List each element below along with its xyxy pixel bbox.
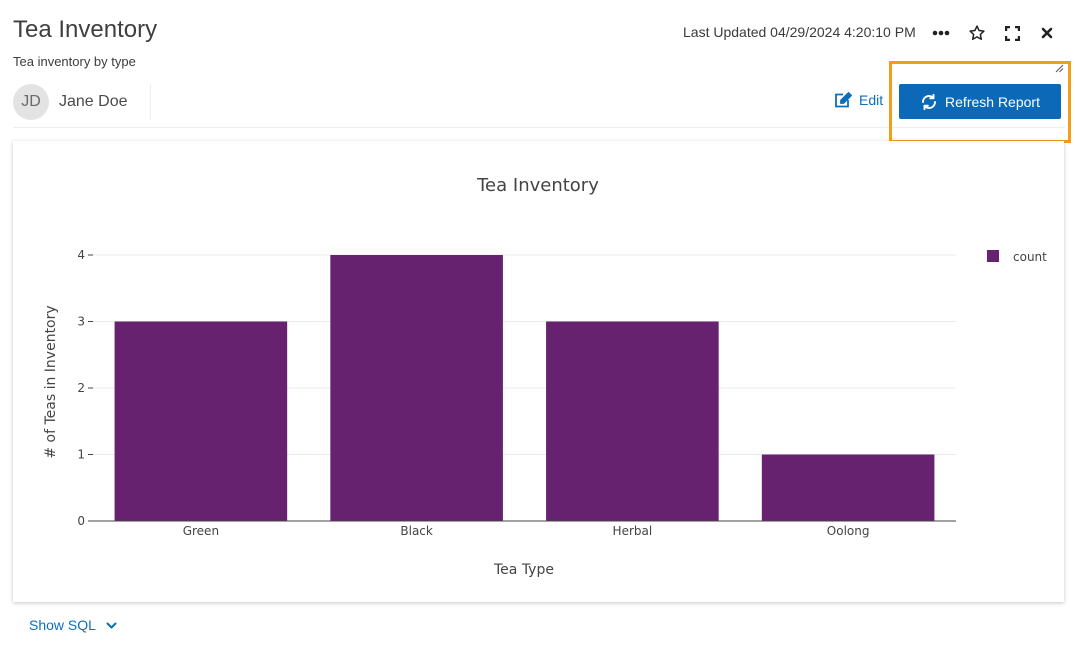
x-tick-label: Oolong xyxy=(827,524,870,538)
edit-label: Edit xyxy=(859,92,884,108)
x-tick-label: Green xyxy=(183,524,219,538)
bar-black[interactable] xyxy=(330,255,503,521)
more-horizontal-icon[interactable] xyxy=(930,22,952,44)
bar-green[interactable] xyxy=(114,321,288,522)
x-tick-label: Black xyxy=(400,524,433,538)
bar-chart: Tea Inventory 0 1 2 3 4 Green Black Herbal Oolon… xyxy=(43,175,1047,578)
author-name: Jane Doe xyxy=(59,93,128,110)
close-icon[interactable] xyxy=(1036,22,1058,44)
chart-title: Tea Inventory xyxy=(476,175,599,196)
x-tick-label: Herbal xyxy=(613,524,653,538)
show-sql-toggle[interactable]: Show SQL xyxy=(29,617,117,633)
chart-card: Tea Inventory 0 1 2 3 4 Green Black Herbal Oolon… xyxy=(13,141,1064,602)
expand-icon[interactable] xyxy=(1001,22,1023,44)
edit-button[interactable]: Edit xyxy=(834,92,883,108)
refresh-report-button[interactable]: Refresh Report xyxy=(899,84,1061,119)
report-subtitle: Tea inventory by type xyxy=(13,54,136,69)
last-updated-text: Last Updated 04/29/2024 4:20:10 PM xyxy=(683,24,916,40)
refresh-icon xyxy=(922,93,937,110)
avatar: JD xyxy=(13,84,49,120)
edit-icon xyxy=(835,92,852,108)
report-title: Tea Inventory xyxy=(13,16,158,43)
legend-swatch[interactable] xyxy=(987,250,999,262)
header-divider xyxy=(13,127,1065,128)
y-tick-label: 4 xyxy=(77,248,85,262)
bar-oolong[interactable] xyxy=(761,454,935,522)
y-tick-label: 1 xyxy=(77,448,85,462)
resize-grip-icon[interactable] xyxy=(1055,64,1064,73)
bar-herbal[interactable] xyxy=(546,321,719,522)
legend-label: count xyxy=(1013,250,1047,264)
refresh-label: Refresh Report xyxy=(945,93,1040,110)
y-tick-label: 2 xyxy=(77,381,85,395)
report-header: Tea Inventory Tea inventory by type JD J… xyxy=(0,0,1075,143)
star-icon[interactable] xyxy=(966,22,988,44)
y-axis-title: # of Teas in Inventory xyxy=(43,305,59,458)
y-tick-label: 0 xyxy=(77,514,85,528)
x-axis-title: Tea Type xyxy=(493,562,554,578)
show-sql-label: Show SQL xyxy=(29,617,96,633)
author-info: JD Jane Doe xyxy=(13,84,151,120)
chevron-down-icon xyxy=(106,622,117,628)
y-tick-label: 3 xyxy=(77,315,85,329)
